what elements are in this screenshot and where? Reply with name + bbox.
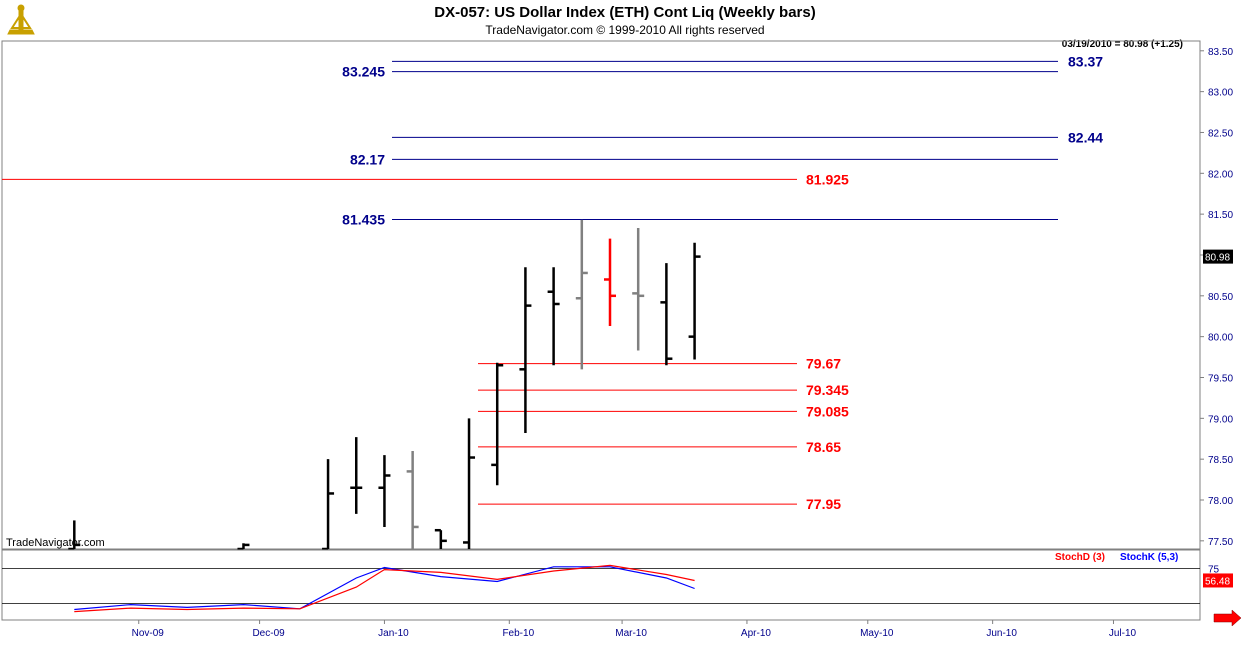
x-tick-label: Feb-10 <box>502 628 534 639</box>
ohlc-bar <box>519 267 532 434</box>
quote-text: 03/19/2010 = 80.98 (+1.25) <box>1062 39 1183 50</box>
ohlc-bar <box>463 418 476 549</box>
ohlc-bar <box>604 238 616 327</box>
ohlc-bar <box>491 362 504 486</box>
last-price-label: 80.98 <box>1205 253 1230 264</box>
level-label: 81.435 <box>342 211 385 227</box>
level-label: 78.65 <box>806 439 841 455</box>
ohlc-bars <box>68 219 701 551</box>
y-tick-label: 83.50 <box>1208 47 1233 58</box>
legend-stochk: StochK (5,3) <box>1120 552 1178 563</box>
ohlc-bar <box>688 242 701 360</box>
ohlc-bar <box>575 219 588 370</box>
ohlc-bar <box>68 520 81 551</box>
stochastic-lines: 56.48 <box>74 564 1233 613</box>
y-tick-label: 83.00 <box>1208 88 1233 99</box>
chart-title: DX-057: US Dollar Index (ETH) Cont Liq (… <box>434 4 815 21</box>
arrow-shape[interactable] <box>1213 609 1242 627</box>
stochastic-panel-border <box>1 549 1201 621</box>
copyright-text: TradeNavigator.com © 1999-2010 All right… <box>485 23 764 37</box>
x-tick-label: Dec-09 <box>252 628 285 639</box>
y-tick-label: 77.50 <box>1208 537 1233 548</box>
ohlc-bar <box>547 267 560 366</box>
level-label: 79.345 <box>806 382 849 398</box>
legend-stochd: StochD (3) <box>1055 552 1105 563</box>
stochastic-last-box <box>1203 573 1233 588</box>
y-tick-label: 80.50 <box>1208 292 1233 303</box>
x-tick-label: May-10 <box>860 628 894 639</box>
level-label: 83.245 <box>342 64 385 80</box>
y-tick-label: 81.50 <box>1208 210 1233 221</box>
x-tick-label: Nov-09 <box>132 628 165 639</box>
date-axis: Nov-09 Dec-09 Jan-10 Feb-10 Mar-10 Apr-10 May-… <box>132 620 1137 639</box>
ohlc-bar <box>434 528 447 549</box>
y-tick-label: 79.50 <box>1208 373 1233 384</box>
price-panel <box>1 40 1201 550</box>
price-panel-border <box>1 40 1201 550</box>
y-tick-label: 82.50 <box>1208 128 1233 139</box>
level-label: 82.17 <box>350 151 385 167</box>
x-tick-label: Apr-10 <box>741 628 771 639</box>
ohlc-bar <box>350 437 363 514</box>
level-label: 82.44 <box>1068 129 1103 145</box>
ohlc-bar <box>378 455 391 527</box>
y-tick-label: 82.00 <box>1208 169 1233 180</box>
trade-navigator-logo-icon <box>7 4 35 35</box>
level-lines: 83.37 83.245 82.44 82.17 81.925 81.435 79.67 79… <box>2 53 1103 512</box>
price-axis: 83.5083.0082.5082.0081.5081.0080.5080.00… <box>1200 47 1233 548</box>
ohlc-bar <box>406 450 419 549</box>
ohlc-bar <box>660 263 673 366</box>
level-label: 79.085 <box>806 403 849 419</box>
stochastic-panel: 75 <box>1 549 1220 621</box>
stochastic-series-line <box>74 564 695 613</box>
x-tick-label: Jul-10 <box>1109 628 1137 639</box>
stochastic-y-tick-label: 75 <box>1208 565 1220 576</box>
y-tick-label: 80.00 <box>1208 333 1233 344</box>
x-tick-label: Mar-10 <box>615 628 647 639</box>
ohlc-bar <box>237 543 250 551</box>
y-tick-label: 78.50 <box>1208 455 1233 466</box>
stochastic-last-label: 56.48 <box>1205 576 1230 587</box>
ohlc-bar <box>322 459 335 551</box>
y-tick-label: 78.00 <box>1208 496 1233 507</box>
last-price-box <box>1203 249 1233 264</box>
stochastic-series-line <box>74 566 695 611</box>
level-label: 79.67 <box>806 356 841 372</box>
scroll-right-arrow-icon[interactable] <box>1213 609 1242 627</box>
stochastic-legend: StochD (3) StochK (5,3) <box>1055 552 1178 563</box>
level-label: 83.37 <box>1068 53 1103 69</box>
watermark-text: TradeNavigator.com <box>6 537 105 549</box>
level-label: 77.95 <box>806 496 841 512</box>
x-tick-label: Jun-10 <box>986 628 1017 639</box>
ohlc-bar <box>632 228 645 351</box>
x-tick-label: Jan-10 <box>378 628 409 639</box>
y-tick-label: 79.00 <box>1208 414 1233 425</box>
level-label: 81.925 <box>806 171 849 187</box>
